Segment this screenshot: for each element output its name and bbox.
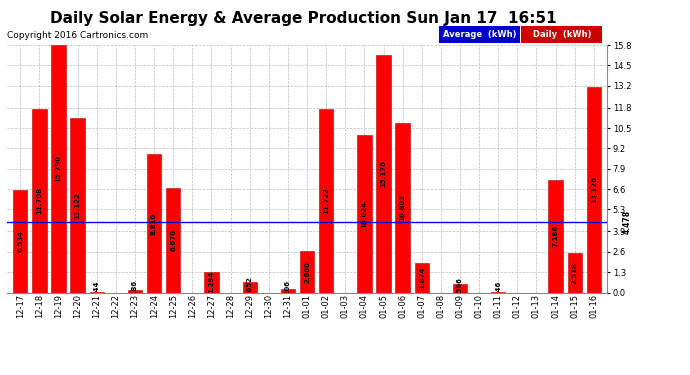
- Bar: [147, 154, 161, 292]
- Text: 8.810: 8.810: [151, 212, 157, 235]
- Text: 6.670: 6.670: [170, 229, 176, 251]
- Text: 2.660: 2.660: [304, 261, 310, 283]
- Text: 11.122: 11.122: [75, 192, 81, 219]
- Bar: [549, 180, 563, 292]
- Bar: [204, 272, 219, 292]
- Text: 7.186: 7.186: [553, 225, 559, 247]
- Bar: [395, 123, 410, 292]
- Text: Daily  (kWh): Daily (kWh): [533, 30, 591, 39]
- Bar: [242, 282, 257, 292]
- Text: 4.478: 4.478: [622, 210, 631, 234]
- Bar: [568, 253, 582, 292]
- Bar: [51, 45, 66, 292]
- Text: 13.126: 13.126: [591, 176, 597, 203]
- Bar: [13, 190, 28, 292]
- Bar: [32, 109, 46, 292]
- Text: 0.046: 0.046: [495, 281, 501, 303]
- Text: 10.024: 10.024: [362, 200, 367, 228]
- Bar: [319, 109, 333, 292]
- FancyBboxPatch shape: [439, 26, 520, 42]
- Text: 0.044: 0.044: [94, 281, 100, 303]
- Text: Daily Solar Energy & Average Production Sun Jan 17  16:51: Daily Solar Energy & Average Production …: [50, 11, 557, 26]
- Text: 15.790: 15.790: [55, 155, 61, 182]
- Text: 10.802: 10.802: [400, 194, 406, 221]
- Text: 1.874: 1.874: [419, 267, 425, 289]
- Bar: [128, 290, 142, 292]
- Text: 11.722: 11.722: [323, 187, 329, 214]
- Bar: [376, 55, 391, 292]
- Bar: [166, 188, 180, 292]
- Text: Copyright 2016 Cartronics.com: Copyright 2016 Cartronics.com: [7, 31, 148, 40]
- Text: 6.534: 6.534: [17, 230, 23, 252]
- Bar: [300, 251, 314, 292]
- Text: 0.206: 0.206: [285, 280, 291, 302]
- Bar: [281, 289, 295, 292]
- Text: 0.186: 0.186: [132, 280, 138, 302]
- Bar: [70, 118, 85, 292]
- Text: 1.294: 1.294: [208, 271, 215, 294]
- Bar: [357, 135, 372, 292]
- Text: Average  (kWh): Average (kWh): [443, 30, 516, 39]
- Bar: [453, 284, 467, 292]
- Text: 2.518: 2.518: [572, 262, 578, 284]
- Text: 15.176: 15.176: [380, 160, 386, 187]
- FancyBboxPatch shape: [522, 26, 602, 42]
- Text: 11.708: 11.708: [37, 187, 42, 214]
- Text: 0.652: 0.652: [247, 276, 253, 298]
- Bar: [415, 263, 429, 292]
- Bar: [586, 87, 601, 292]
- Text: 0.566: 0.566: [457, 277, 463, 299]
